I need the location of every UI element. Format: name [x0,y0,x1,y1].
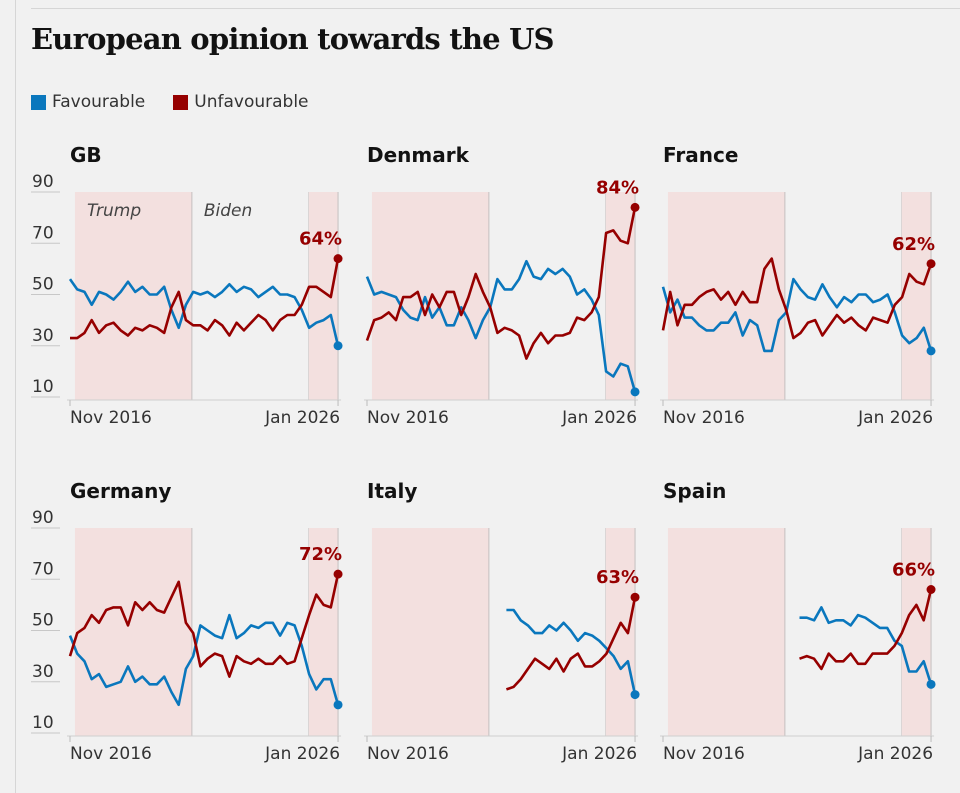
favourable-end-point [926,346,936,356]
x-tick-label: Nov 2016 [70,408,152,428]
y-tick-label: 30 [32,662,54,682]
x-tick-label: Nov 2016 [367,408,449,428]
era-shade [371,528,489,736]
unfavourable-end-label: 72% [299,544,342,565]
era-shade [308,192,339,400]
legend-label-unfavourable: Unfavourable [194,92,309,112]
unfavourable-end-label: 84% [596,177,639,198]
favourable-line [661,277,933,353]
x-tick-label: Jan 2026 [561,744,637,764]
favourable-line [506,608,637,695]
panel-title: France [663,143,738,167]
unfavourable-line [661,257,933,340]
unfavourable-end-point [630,202,640,212]
unfavourable-end-point [333,569,343,579]
panel-title: Spain [663,479,726,503]
era-shade [901,192,932,400]
era-label: Biden [204,201,252,221]
x-tick-label: Jan 2026 [264,408,340,428]
favourable-end-point [926,679,936,689]
unfavourable-end-label: 63% [596,567,639,588]
y-tick-label: 90 [32,508,54,528]
y-tick-label: 50 [32,611,54,631]
frame-top-rule [31,8,960,9]
legend-swatch-favourable [31,94,46,110]
favourable-end-point [630,690,640,700]
panel-spain: Spain Nov 2016 Jan 2026 66% [660,479,936,764]
y-tick-label: 10 [32,377,54,397]
favourable-line [799,606,933,685]
x-tick-label: Nov 2016 [70,744,152,764]
unfavourable-end-point [926,585,936,594]
y-tick-label: 70 [32,559,54,579]
x-tick-label: Nov 2016 [367,744,449,764]
panel-germany: Germany Nov 2016 Jan 2026 90 70 50 30 10 72% [31,479,343,764]
era-shade [667,192,785,400]
panel-denmark: Denmark Nov 2016 Jan 2026 84% [364,143,640,428]
unfavourable-end-label: 66% [892,560,935,581]
x-tick-label: Nov 2016 [663,408,745,428]
panel-italy: Italy Nov 2016 Jan 2026 63% [364,479,640,764]
favourable-line [68,278,340,347]
x-tick-label: Nov 2016 [663,744,745,764]
era-shade [667,528,785,736]
x-tick-label: Jan 2026 [857,744,933,764]
y-tick-label: 30 [32,326,54,346]
legend: Favourable Unfavourable [31,92,309,112]
y-tick-label: 10 [32,713,54,733]
unfavourable-end-point [333,254,343,264]
unfavourable-line [505,596,637,691]
era-shade [308,528,339,736]
favourable-end-point [630,387,640,397]
unfavourable-end-point [926,259,936,269]
legend-item-unfavourable: Unfavourable [173,92,309,112]
favourable-end-point [333,700,343,710]
unfavourable-end-point [630,592,640,602]
unfavourable-line [365,207,637,360]
favourable-end-point [333,341,343,351]
favourable-line [68,613,340,707]
chart-title: European opinion towards the US [31,22,555,56]
panel-title: Germany [70,479,171,503]
x-tick-label: Jan 2026 [561,408,637,428]
legend-label-favourable: Favourable [52,92,146,112]
era-shade [605,528,636,736]
era-shade [74,528,192,736]
unfavourable-line [68,573,340,678]
unfavourable-line [70,258,340,340]
frame-left-rule [15,0,16,793]
y-tick-label: 50 [32,275,54,295]
era-shade [901,528,932,736]
panel-title: GB [70,143,102,167]
era-label: Trump [87,201,141,221]
era-shade [74,192,192,400]
unfavourable-end-label: 64% [299,229,342,250]
x-tick-label: Jan 2026 [857,408,933,428]
legend-swatch-unfavourable [173,94,189,110]
legend-item-favourable: Favourable [31,92,145,112]
x-tick-label: Jan 2026 [264,744,340,764]
unfavourable-line [799,589,933,671]
panel-france: France Nov 2016 Jan 2026 62% [660,143,936,428]
y-tick-label: 90 [32,172,54,192]
panel-gb: GB Trump Biden Nov 2016 Jan 2026 90 70 50 30 10 64… [31,143,343,428]
panel-title: Italy [367,479,417,503]
panel-title: Denmark [367,143,470,167]
y-tick-label: 70 [32,223,54,243]
unfavourable-end-label: 62% [892,234,935,255]
favourable-line [365,259,637,393]
